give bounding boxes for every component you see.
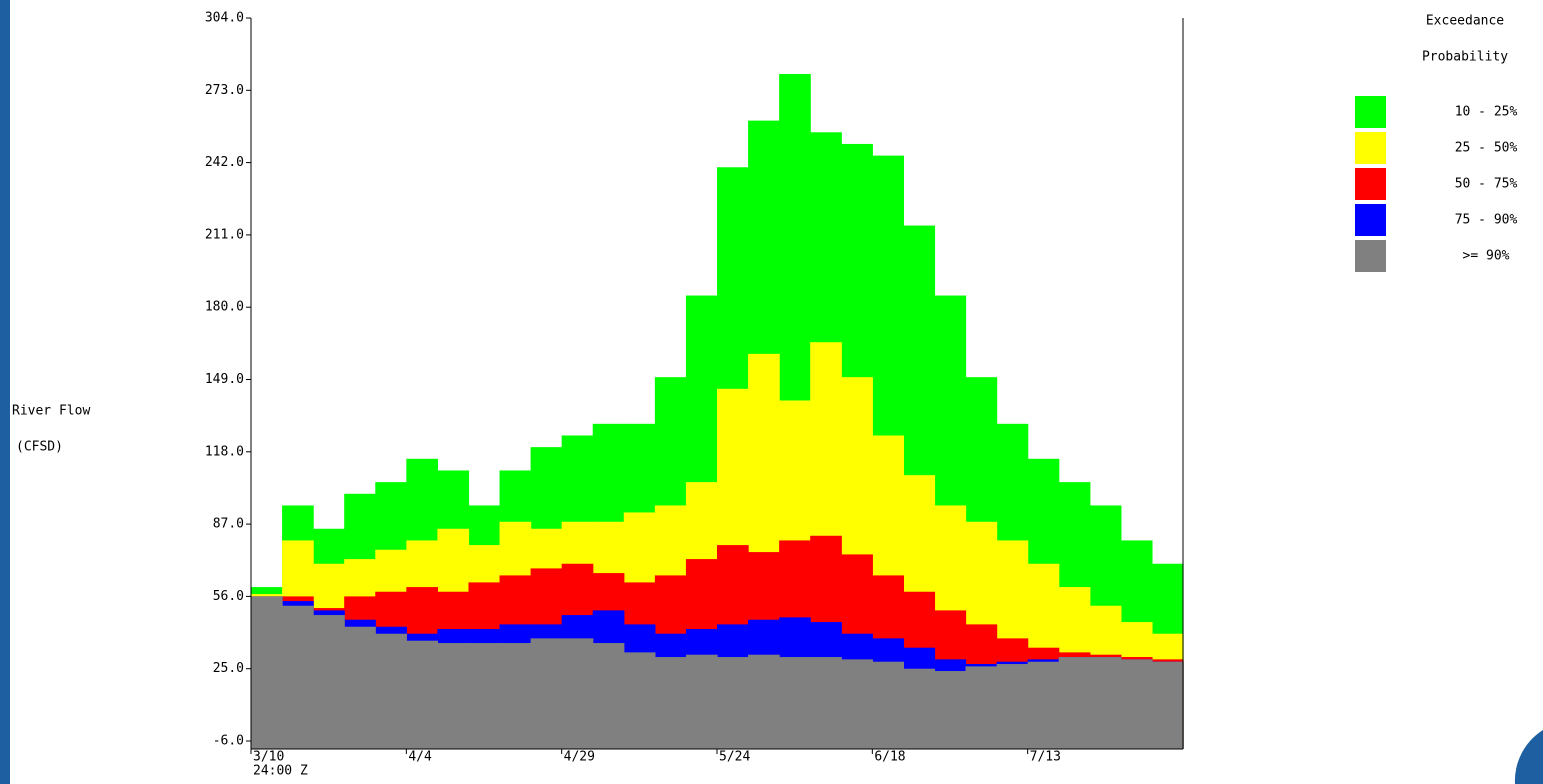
- flow-bar: [965, 666, 998, 749]
- x-tick-label: 7/13: [1030, 750, 1061, 765]
- y-axis-label: (CFSD): [16, 440, 63, 455]
- legend-swatch: [1355, 204, 1386, 236]
- legend-label: 50 - 75%: [1455, 177, 1518, 192]
- legend-swatch: [1355, 168, 1386, 200]
- flow-bar: [1058, 657, 1091, 749]
- flow-bar: [313, 615, 345, 749]
- flow-bar: [623, 652, 656, 749]
- x-tick-label: 5/24: [719, 750, 750, 765]
- flow-bar: [1151, 661, 1184, 749]
- flow-bar: [748, 654, 780, 749]
- x-tick-label: 4/4: [408, 750, 432, 765]
- flow-bar: [654, 657, 687, 749]
- legend-label: 75 - 90%: [1455, 213, 1518, 228]
- y-tick-label: 273.0: [205, 83, 244, 98]
- y-tick-label: 56.0: [213, 589, 244, 604]
- x-tick-label: 4/29: [564, 750, 595, 765]
- flow-bar: [530, 638, 563, 749]
- legend-swatch: [1355, 132, 1386, 164]
- y-tick-label: 211.0: [205, 227, 244, 242]
- flow-bar: [437, 643, 470, 749]
- flow-bar: [779, 657, 811, 749]
- y-tick-label: -6.0: [213, 734, 244, 749]
- legend-swatch: [1355, 240, 1386, 272]
- y-tick-label: 304.0: [205, 11, 244, 26]
- y-axis-label: River Flow: [12, 404, 90, 419]
- y-tick-label: 118.0: [205, 444, 244, 459]
- legend-title: Probability: [1422, 50, 1508, 65]
- flow-bar: [1120, 659, 1153, 749]
- y-tick-label: 180.0: [205, 300, 244, 315]
- x-tick-label: 3/10: [253, 750, 284, 765]
- x-note: 24:00 Z: [253, 764, 308, 779]
- flow-bar: [1089, 657, 1122, 749]
- flow-bar: [592, 643, 625, 749]
- flow-bar: [1027, 661, 1060, 749]
- y-tick-label: 242.0: [205, 155, 244, 170]
- legend-title: Exceedance: [1426, 14, 1504, 29]
- side-strip: [0, 0, 10, 784]
- flow-bar: [561, 638, 594, 749]
- flow-bar: [344, 626, 376, 749]
- logo-fragment: [1514, 730, 1543, 784]
- flow-bar: [903, 668, 936, 749]
- y-tick-label: 87.0: [213, 517, 244, 532]
- x-tick-label: 6/18: [874, 750, 905, 765]
- flow-bar: [499, 643, 532, 749]
- y-tick-label: 149.0: [205, 372, 244, 387]
- legend-label: 10 - 25%: [1455, 105, 1518, 120]
- y-tick-label: 25.0: [213, 661, 244, 676]
- flow-bar: [934, 671, 967, 749]
- flow-bar: [406, 640, 438, 749]
- legend-label: >= 90%: [1463, 249, 1510, 264]
- flow-bar: [872, 661, 904, 749]
- flow-bar: [996, 664, 1029, 749]
- flow-bar: [251, 596, 283, 749]
- legend-label: 25 - 50%: [1455, 141, 1518, 156]
- flow-bar: [468, 643, 501, 749]
- flow-bar: [282, 605, 314, 749]
- flow-bar: [841, 659, 873, 749]
- flow-bar: [810, 657, 842, 749]
- flow-bar: [685, 654, 718, 749]
- legend-swatch: [1355, 96, 1386, 128]
- flow-bar: [375, 633, 407, 749]
- flow-bar: [717, 657, 749, 749]
